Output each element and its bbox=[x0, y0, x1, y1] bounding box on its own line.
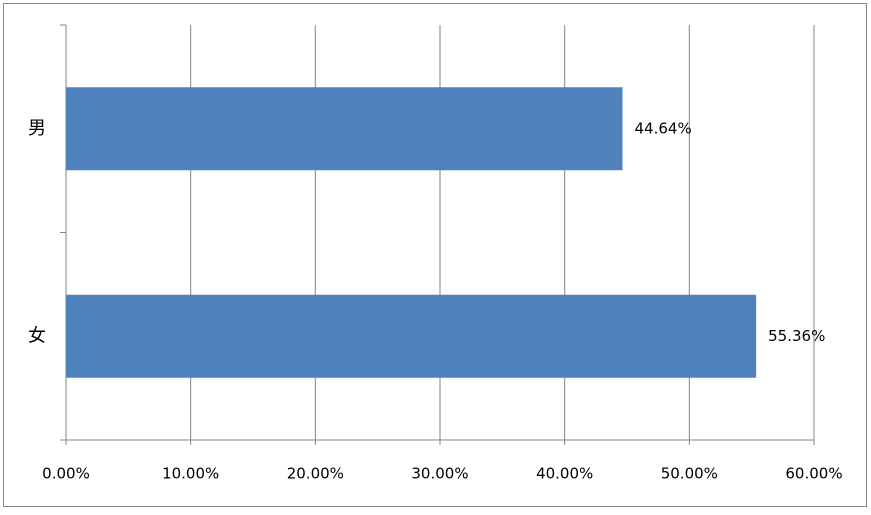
x-tick-label: 50.00% bbox=[661, 465, 718, 483]
x-tick-label: 60.00% bbox=[785, 465, 842, 483]
x-tick-label: 30.00% bbox=[411, 465, 468, 483]
bar bbox=[66, 87, 623, 171]
bar bbox=[66, 294, 757, 378]
chart-border bbox=[3, 3, 867, 507]
y-tick-label: 女 bbox=[28, 325, 46, 346]
y-tick-label: 男 bbox=[28, 118, 46, 139]
data-label: 55.36% bbox=[768, 327, 825, 345]
x-tick-label: 40.00% bbox=[536, 465, 593, 483]
x-tick-label: 10.00% bbox=[162, 465, 219, 483]
data-label: 44.64% bbox=[635, 119, 692, 137]
x-tick-label: 20.00% bbox=[287, 465, 344, 483]
x-tick-label: 0.00% bbox=[42, 465, 90, 483]
